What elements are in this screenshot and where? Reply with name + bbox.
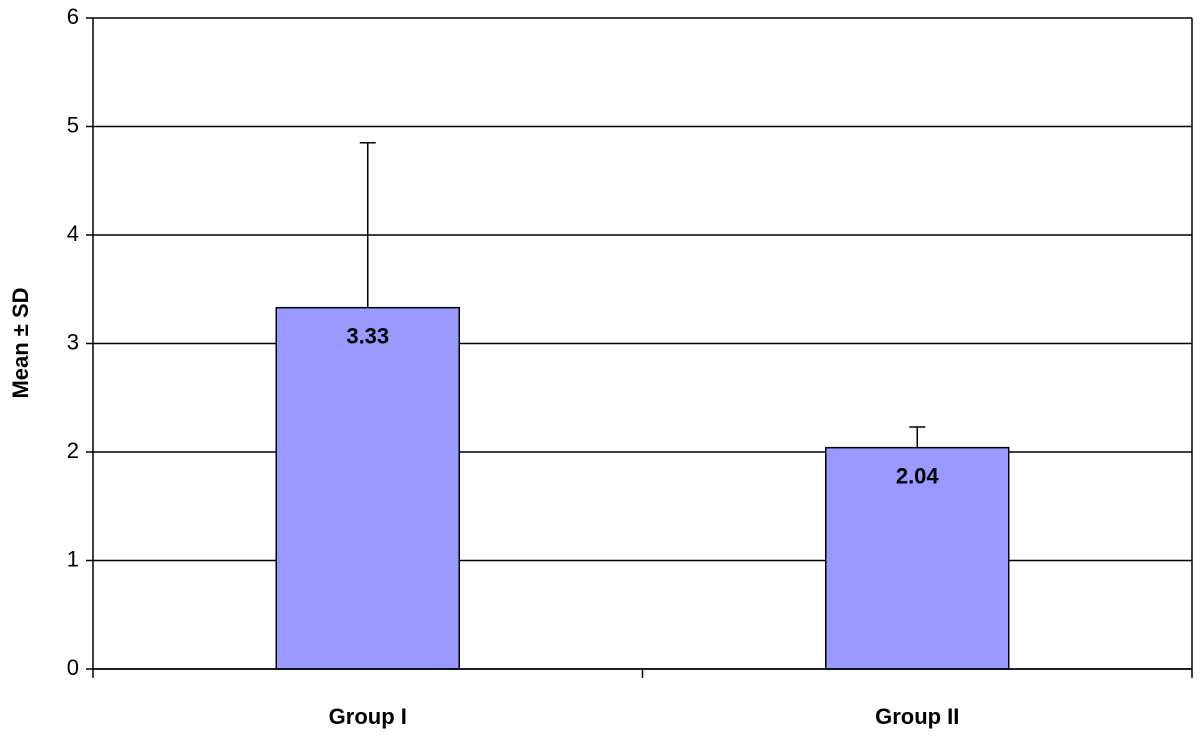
y-tick-label: 0 xyxy=(67,655,79,680)
x-tick-label: Group I xyxy=(329,704,407,729)
bar xyxy=(825,446,1010,670)
y-tick-label: 3 xyxy=(67,329,79,354)
x-tick-label: Group II xyxy=(875,704,959,729)
data-label: 3.33 xyxy=(346,324,389,349)
y-tick-label: 4 xyxy=(67,221,79,246)
y-tick-label: 5 xyxy=(67,112,79,137)
y-tick-label: 6 xyxy=(67,4,79,29)
data-label: 2.04 xyxy=(896,463,940,488)
y-axis-title: Mean ± SD xyxy=(8,287,33,398)
y-tick-label: 1 xyxy=(67,546,79,571)
bar xyxy=(275,306,460,670)
y-tick-label: 2 xyxy=(67,438,79,463)
